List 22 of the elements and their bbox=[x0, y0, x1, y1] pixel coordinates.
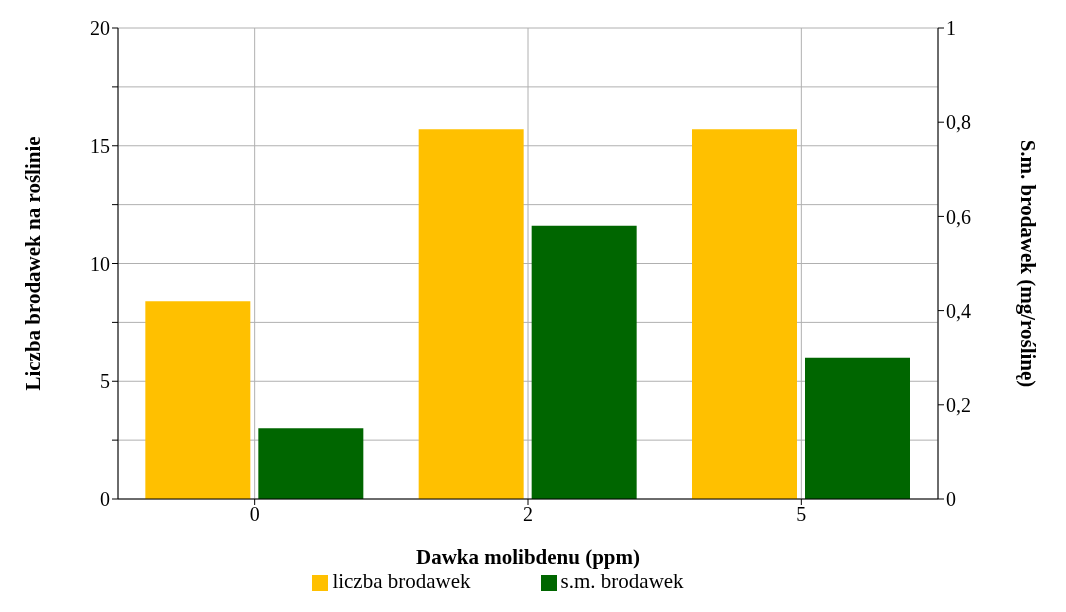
bar bbox=[805, 357, 910, 499]
y2-tick-label: 1 bbox=[946, 17, 956, 40]
y2-tick-label: 0,8 bbox=[946, 111, 971, 134]
y-tick-label: 0 bbox=[100, 488, 110, 511]
bar bbox=[531, 225, 637, 499]
y-tick-label: 10 bbox=[90, 252, 110, 275]
y-tick-label: 15 bbox=[90, 134, 110, 157]
y2-tick-label: 0,4 bbox=[946, 299, 971, 322]
legend-label: liczba brodawek bbox=[332, 569, 471, 593]
x-tick-label: 0 bbox=[249, 503, 260, 526]
y-tick-label: 20 bbox=[90, 17, 110, 40]
x-tick-label: 2 bbox=[523, 503, 533, 526]
y2-axis-title: S.m. brodawek (mg/roślinę) bbox=[1015, 139, 1040, 388]
y2-tick-label: 0,2 bbox=[946, 393, 971, 416]
y2-tick-label: 0 bbox=[946, 488, 956, 511]
legend-label: s.m. brodawek bbox=[560, 569, 684, 593]
y2-tick-label: 0,6 bbox=[946, 205, 971, 228]
x-axis-title: Dawka molibdenu (ppm) bbox=[415, 545, 641, 569]
x-tick-label: 5 bbox=[796, 503, 807, 526]
y-axis-title: Liczba brodawek na roślinie bbox=[21, 136, 46, 391]
y-tick-label: 5 bbox=[100, 370, 110, 393]
bar bbox=[258, 428, 364, 499]
